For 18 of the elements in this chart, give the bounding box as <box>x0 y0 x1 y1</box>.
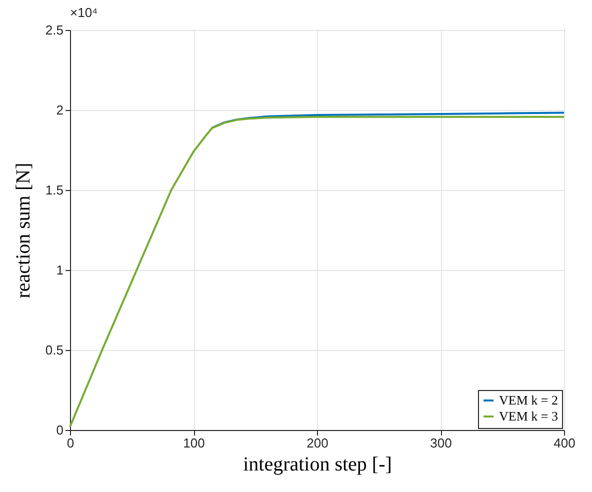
text: ×10⁴ <box>70 5 98 20</box>
x-axis-title: integration step [-] <box>243 454 392 476</box>
y-tick-label: 2.5 <box>45 22 64 38</box>
y-tick-label: 1.5 <box>45 182 64 198</box>
x-tick-label: 300 <box>430 436 452 450</box>
y-tick-label: 2 <box>56 102 64 118</box>
y-tick-label: 1 <box>56 262 64 278</box>
x-tick-label: 400 <box>554 436 576 450</box>
legend-label: VEM k = 3 <box>499 408 558 424</box>
x-tick-label: 0 <box>66 436 74 450</box>
y-tick-label: 0.5 <box>45 342 64 358</box>
y-axis-title: reaction sum [N] <box>12 162 34 298</box>
line-series <box>69 116 565 428</box>
legend-label: VEM k = 2 <box>499 392 558 408</box>
x-tick-label: 200 <box>306 436 328 450</box>
line-series <box>211 112 565 129</box>
y-tick-label: 0 <box>56 422 64 438</box>
x-tick-label: 100 <box>183 436 205 450</box>
